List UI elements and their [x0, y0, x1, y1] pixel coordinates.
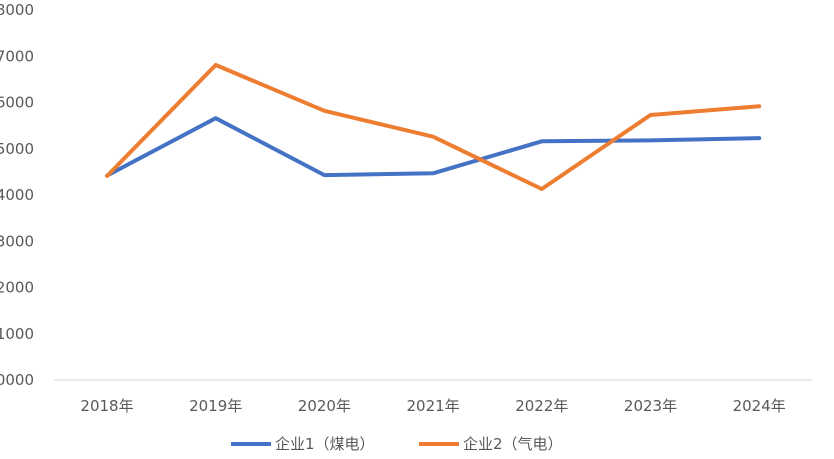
- x-tick-label: 2021年: [407, 397, 460, 415]
- x-tick-label: 2022年: [515, 397, 568, 415]
- x-tick-label: 2020年: [298, 397, 351, 415]
- y-tick-label: 1000: [0, 325, 34, 343]
- y-tick-label: 6000: [0, 94, 34, 112]
- x-axis-tick-labels: 2018年 2019年 2020年 2021年 2022年 2023年 2024年: [80, 397, 785, 415]
- y-tick-label: 4000: [0, 186, 34, 204]
- x-tick-label: 2018年: [80, 397, 133, 415]
- series-line-2: [105, 63, 762, 191]
- y-tick-label: 3000: [0, 232, 34, 250]
- series-line-1: [105, 116, 762, 178]
- y-tick-label: 5000: [0, 140, 34, 158]
- legend-label-2: 企业2（气电）: [463, 435, 563, 453]
- y-tick-label: 2000: [0, 279, 34, 297]
- x-tick-label: 2023年: [624, 397, 677, 415]
- y-axis-tick-labels: 0000 1000 2000 3000 4000 5000 6000 7000 8000: [0, 1, 34, 389]
- x-tick-label: 2019年: [189, 397, 242, 415]
- y-tick-label: 0000: [0, 371, 34, 389]
- y-tick-label: 8000: [0, 1, 34, 19]
- legend-label-1: 企业1（煤电）: [275, 435, 375, 453]
- series-lines: [105, 63, 762, 191]
- legend: 企业1（煤电） 企业2（气电）: [231, 435, 563, 453]
- y-tick-label: 7000: [0, 47, 34, 65]
- x-tick-label: 2024年: [733, 397, 786, 415]
